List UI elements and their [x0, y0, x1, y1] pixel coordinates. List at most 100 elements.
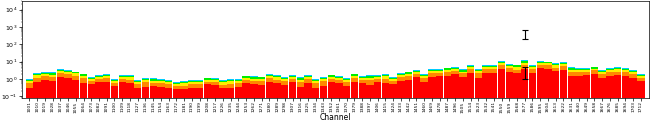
Bar: [459, 70, 467, 72]
Bar: [227, 84, 234, 88]
Bar: [126, 77, 134, 80]
Bar: [274, 83, 281, 123]
Bar: [474, 73, 482, 78]
Bar: [203, 78, 211, 80]
Bar: [351, 78, 358, 82]
Bar: [274, 80, 281, 83]
Bar: [614, 67, 621, 68]
Bar: [498, 61, 505, 62]
Bar: [474, 78, 482, 123]
Bar: [289, 79, 296, 82]
Bar: [274, 76, 281, 77]
Bar: [436, 71, 443, 73]
Bar: [560, 63, 567, 64]
Bar: [366, 76, 374, 77]
Bar: [421, 82, 428, 123]
Bar: [181, 81, 188, 82]
Bar: [583, 72, 590, 75]
Bar: [397, 77, 404, 81]
Bar: [33, 82, 41, 123]
Bar: [88, 81, 95, 85]
Bar: [621, 68, 629, 69]
Bar: [64, 74, 72, 78]
Bar: [188, 84, 196, 88]
Bar: [211, 85, 219, 123]
Bar: [467, 67, 474, 69]
Bar: [72, 80, 79, 123]
Bar: [111, 80, 118, 81]
Bar: [436, 69, 443, 70]
Bar: [374, 75, 382, 76]
Bar: [343, 78, 350, 79]
Bar: [514, 65, 521, 67]
Bar: [428, 70, 436, 71]
Bar: [544, 65, 552, 69]
Bar: [343, 86, 350, 123]
Bar: [80, 74, 87, 75]
Bar: [173, 86, 180, 89]
Bar: [219, 82, 227, 85]
Bar: [560, 64, 567, 66]
Bar: [521, 63, 528, 65]
Bar: [621, 70, 629, 72]
Bar: [41, 73, 49, 74]
Bar: [25, 80, 33, 81]
Bar: [351, 75, 358, 76]
Bar: [506, 66, 513, 68]
Bar: [444, 68, 451, 70]
Bar: [552, 63, 560, 64]
Bar: [529, 66, 536, 67]
Bar: [521, 61, 528, 63]
Bar: [281, 79, 289, 81]
Bar: [328, 75, 335, 76]
Bar: [382, 76, 389, 79]
Bar: [599, 70, 606, 71]
Bar: [165, 81, 172, 82]
Bar: [96, 77, 103, 79]
Bar: [366, 85, 374, 123]
Bar: [281, 85, 289, 123]
Bar: [629, 74, 637, 78]
Bar: [80, 75, 87, 76]
Bar: [250, 77, 257, 79]
Bar: [274, 75, 281, 76]
Bar: [498, 63, 505, 65]
Bar: [529, 67, 536, 69]
Bar: [467, 69, 474, 73]
Bar: [235, 87, 242, 123]
Bar: [591, 67, 598, 69]
Bar: [335, 80, 343, 83]
Bar: [374, 82, 382, 123]
Bar: [188, 82, 196, 84]
Bar: [629, 72, 637, 74]
Bar: [181, 86, 188, 89]
Bar: [203, 84, 211, 123]
Bar: [258, 77, 265, 79]
Bar: [165, 84, 172, 88]
Bar: [328, 79, 335, 82]
Bar: [173, 89, 180, 123]
Bar: [203, 80, 211, 82]
Bar: [150, 86, 157, 123]
Bar: [173, 82, 180, 83]
Bar: [312, 81, 319, 83]
Bar: [474, 70, 482, 71]
Bar: [575, 69, 582, 70]
Bar: [157, 80, 164, 81]
Bar: [629, 78, 637, 123]
Bar: [196, 88, 203, 123]
Bar: [591, 69, 598, 70]
Bar: [111, 79, 118, 80]
Bar: [614, 75, 621, 123]
Bar: [266, 75, 273, 76]
Bar: [482, 65, 489, 66]
Bar: [203, 82, 211, 84]
Bar: [482, 73, 489, 123]
Bar: [64, 78, 72, 123]
Bar: [64, 70, 72, 71]
Bar: [181, 82, 188, 83]
Bar: [304, 75, 312, 76]
Bar: [560, 62, 567, 63]
Bar: [498, 69, 505, 123]
Bar: [421, 76, 428, 78]
